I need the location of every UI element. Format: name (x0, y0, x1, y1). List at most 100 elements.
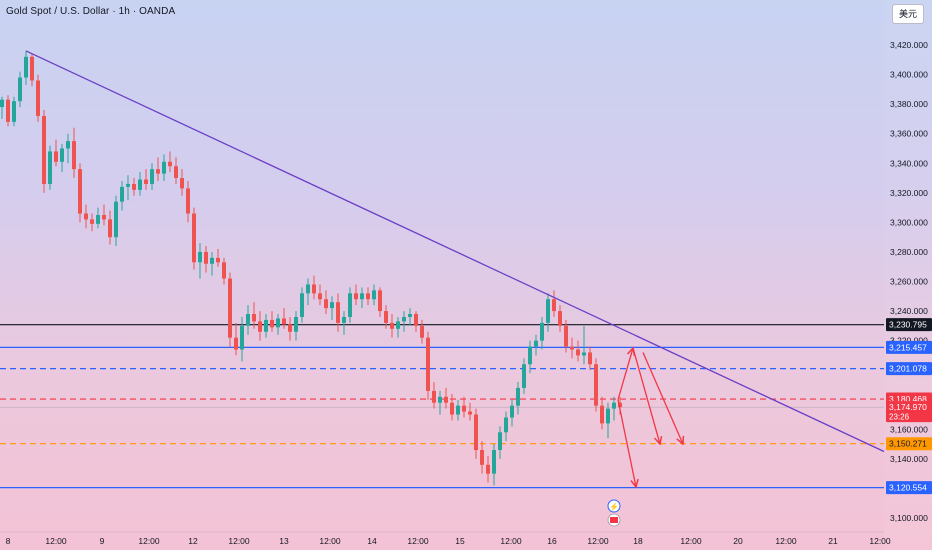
candle-84 (504, 417, 508, 433)
candle-59 (354, 293, 358, 300)
candle-47 (282, 318, 286, 325)
candle-67 (402, 316, 406, 322)
candle-49 (294, 316, 298, 332)
projection-arrow-2 (642, 352, 683, 444)
lightning-event-icon (607, 499, 621, 513)
x-tick-label: 18 (633, 536, 643, 546)
y-tick-label: 3,400.000 (890, 70, 928, 80)
candle-87 (522, 364, 526, 388)
candle-102 (612, 402, 616, 409)
y-tick-label: 3,140.000 (890, 454, 928, 464)
candle-80 (480, 450, 484, 465)
candle-65 (390, 322, 394, 329)
price-axis (884, 0, 932, 550)
y-tick-label: 3,320.000 (890, 188, 928, 198)
candle-69 (414, 314, 418, 326)
chart-title: Gold Spot / U.S. Dollar · 1h · OANDA (6, 6, 176, 17)
x-tick-label: 12:00 (319, 536, 341, 546)
candle-27 (162, 161, 166, 174)
candle-93 (558, 311, 562, 326)
candle-78 (468, 411, 472, 415)
candle-23 (138, 179, 142, 190)
candle-35 (210, 257, 214, 264)
candle-7 (42, 115, 46, 184)
candle-17 (102, 214, 106, 220)
candle-20 (120, 186, 124, 202)
candle-98 (588, 352, 592, 365)
x-tick-label: 12:00 (500, 536, 522, 546)
y-tick-label: 3,380.000 (890, 99, 928, 109)
candle-92 (552, 299, 556, 312)
currency-button[interactable]: 美元 (892, 4, 924, 24)
candle-74 (444, 396, 448, 403)
candle-89 (534, 340, 538, 347)
y-tick-label: 3,220.000 (890, 336, 928, 346)
candle-75 (450, 402, 454, 415)
candle-64 (384, 311, 388, 323)
candle-11 (66, 141, 70, 149)
countdown-label: 23:26 (889, 413, 910, 422)
candle-88 (528, 346, 532, 365)
candle-18 (108, 219, 112, 238)
candle-91 (546, 299, 550, 323)
price-label-box-2 (886, 362, 932, 376)
candle-4 (24, 56, 28, 78)
candle-70 (420, 325, 424, 338)
candle-101 (606, 408, 610, 424)
x-tick-label: 12:00 (228, 536, 250, 546)
x-tick-label: 13 (279, 536, 289, 546)
price-label-box-4 (886, 437, 932, 451)
candle-34 (204, 251, 208, 264)
candle-97 (582, 352, 586, 356)
x-tick-label: 12:00 (869, 536, 891, 546)
candle-62 (372, 290, 376, 300)
candle-6 (36, 80, 40, 116)
candle-61 (366, 293, 370, 300)
y-tick-label: 3,420.000 (890, 40, 928, 50)
x-tick-label: 8 (6, 536, 11, 546)
x-tick-label: 12:00 (775, 536, 797, 546)
projection-arrow-3 (617, 399, 636, 487)
x-tick-label: 12:00 (138, 536, 160, 546)
candle-68 (408, 314, 412, 317)
candle-21 (126, 183, 130, 187)
price-label-4: 3,150.271 (889, 439, 927, 449)
candle-63 (378, 290, 382, 312)
candle-1 (6, 99, 10, 122)
candle-37 (222, 262, 226, 279)
candle-83 (498, 432, 502, 451)
candle-22 (132, 183, 136, 190)
trendline (25, 50, 885, 453)
x-tick-label: 12:00 (587, 536, 609, 546)
candle-31 (186, 188, 190, 214)
candle-5 (30, 56, 34, 81)
candle-72 (432, 390, 436, 403)
x-tick-label: 21 (828, 536, 838, 546)
candle-13 (78, 169, 82, 214)
candle-79 (474, 414, 478, 451)
x-tick-label: 20 (733, 536, 743, 546)
projection-arrow-0 (617, 348, 633, 400)
price-label-box-0 (886, 318, 932, 332)
candle-103 (618, 402, 622, 408)
candle-2 (12, 101, 16, 122)
candle-39 (234, 337, 238, 350)
candle-46 (276, 318, 280, 328)
candle-60 (360, 293, 364, 300)
candle-94 (564, 325, 568, 347)
x-tick-label: 14 (367, 536, 377, 546)
candle-85 (510, 405, 514, 418)
candle-19 (114, 201, 118, 238)
candle-33 (198, 251, 202, 263)
candle-54 (324, 299, 328, 309)
price-label-3: 3,180.468 (889, 394, 927, 404)
lightning-event-icon-glyph: ⚡ (609, 502, 619, 512)
projection-arrow-1 (632, 347, 660, 444)
x-tick-label: 12:00 (680, 536, 702, 546)
x-tick-label: 12 (188, 536, 198, 546)
candle-66 (396, 321, 400, 329)
candle-15 (90, 219, 94, 224)
current-price-label: 3,174.970 (889, 402, 927, 412)
